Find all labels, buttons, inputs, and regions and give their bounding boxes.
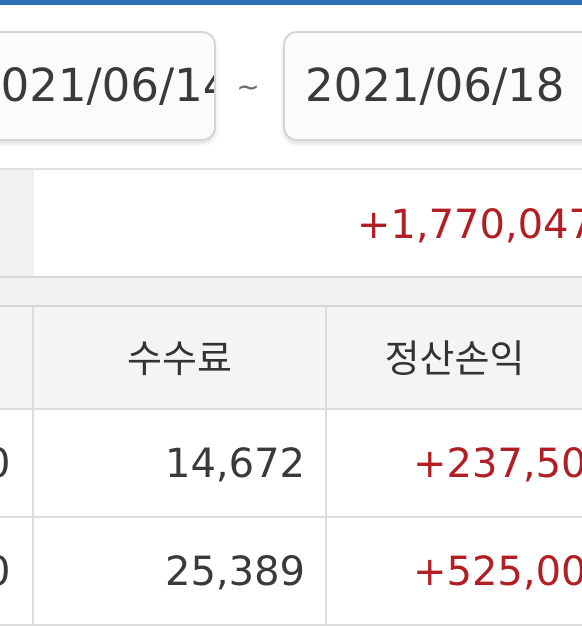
summary-label-cell xyxy=(0,170,34,276)
table-header: 수수료 정산손익 xyxy=(0,305,582,410)
table-row[interactable]: 0 14,672 +237,500 xyxy=(0,410,582,518)
table-row[interactable]: 0 25,389 +525,000 xyxy=(0,518,582,626)
fee-cell: 25,389 xyxy=(34,518,327,624)
end-date-field[interactable]: 2021/06/18 xyxy=(283,31,582,141)
prev-cell: 0 xyxy=(0,518,34,624)
date-range-bar: 2021/06/14 ~ 2021/06/18 xyxy=(0,5,582,168)
start-date-field[interactable]: 2021/06/14 xyxy=(0,31,216,141)
fee-cell: 14,672 xyxy=(34,410,327,516)
top-accent-bar xyxy=(0,0,582,5)
total-profit-value: +1,770,047 xyxy=(356,202,582,248)
column-header-fee: 수수료 xyxy=(34,307,327,408)
settlement-cell: +237,500 xyxy=(413,441,582,487)
column-header-prev xyxy=(0,307,34,408)
trade-table: 수수료 정산손익 0 14,672 +237,500 0 25,389 +525… xyxy=(0,305,582,626)
date-range-separator: ~ xyxy=(236,70,260,103)
settlement-cell: +525,000 xyxy=(413,549,582,595)
summary-row: +1,770,047 xyxy=(0,168,582,278)
column-header-settlement: 정산손익 xyxy=(384,337,525,381)
prev-cell: 0 xyxy=(0,410,34,516)
